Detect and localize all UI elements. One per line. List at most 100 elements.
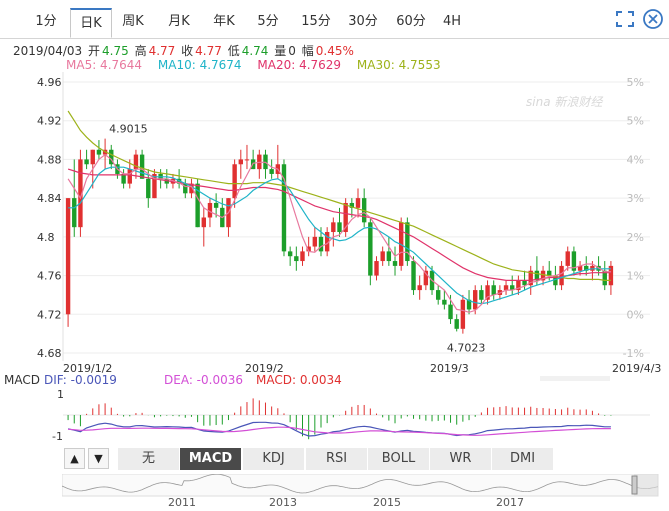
candle-body xyxy=(349,202,355,208)
candle-body xyxy=(435,290,441,300)
nav-year-label: 2017 xyxy=(496,496,524,508)
fullscreen-icon[interactable] xyxy=(616,11,634,27)
candle-body xyxy=(121,173,126,184)
candle-body xyxy=(547,270,552,276)
tab-1[interactable]: 日K xyxy=(70,8,112,38)
candle-body xyxy=(417,285,422,291)
candle-body xyxy=(65,198,71,315)
candle-body xyxy=(96,149,102,155)
close-icon[interactable] xyxy=(643,9,663,29)
candle-body xyxy=(189,183,194,194)
right-tick-label: 1% xyxy=(627,270,644,283)
tab-7[interactable]: 30分 xyxy=(348,14,378,29)
candle-body xyxy=(78,159,83,228)
candle-body xyxy=(201,217,206,228)
indicator-tab-boll[interactable]: BOLL xyxy=(368,448,430,470)
candle-body xyxy=(448,304,453,320)
indicator-tab-macd[interactable]: MACD xyxy=(180,448,242,470)
nav-track xyxy=(62,474,659,497)
candle-body xyxy=(479,290,484,300)
candle-body xyxy=(522,280,527,286)
indicator-tab-rsi[interactable]: RSI xyxy=(306,448,368,470)
candle-body xyxy=(423,270,429,286)
info-vol: 0 xyxy=(288,44,296,58)
candle-body xyxy=(442,299,447,305)
macd-info-3: MACD: 0.0034 xyxy=(256,373,342,387)
indicator-tab-dmi[interactable]: DMI xyxy=(492,448,554,470)
max-annotation: 4.9015 xyxy=(109,123,148,136)
tab-3[interactable]: 月K xyxy=(168,14,190,29)
ma5-line xyxy=(67,153,611,313)
right-tick-label: 5% xyxy=(627,115,644,128)
tab-8[interactable]: 60分 xyxy=(396,14,426,29)
indicator-tab-wr[interactable]: WR xyxy=(430,448,492,470)
range-navigator[interactable]: 2011 2013 2015 2017 xyxy=(62,474,662,508)
nav-selection xyxy=(634,474,658,496)
candle-body xyxy=(386,251,392,262)
candle-body xyxy=(337,222,342,233)
macd-info-1: DIF: -0.0019 xyxy=(44,373,117,387)
nav-year-label: 2011 xyxy=(168,496,196,508)
nav-sparkline xyxy=(62,474,659,494)
ma10-line xyxy=(68,166,611,305)
candle-body xyxy=(528,270,533,286)
y-tick-label: 4.8 xyxy=(37,231,55,244)
tab-4[interactable]: 年K xyxy=(213,14,235,29)
info-low: 4.74 xyxy=(241,44,269,58)
info-amp-label: 幅 xyxy=(301,44,314,58)
right-tick-label: 2% xyxy=(627,231,644,244)
macd-axis-label: 1 xyxy=(57,388,64,401)
info-close: 4.77 xyxy=(195,44,222,58)
candle-body xyxy=(195,183,200,228)
candle-body xyxy=(281,164,287,252)
y-tick-label: 4.76 xyxy=(37,270,62,283)
info-open-label: 开 xyxy=(88,44,101,58)
candle-body xyxy=(355,198,361,208)
tab-2[interactable]: 周K xyxy=(122,14,144,29)
indicator-bar: ▲ ▼ 无 MACD KDJ RSI BOLL WR DMI xyxy=(64,448,652,470)
nav-year-label: 2013 xyxy=(269,496,297,508)
right-tick-label: 5% xyxy=(627,76,644,89)
candle-body xyxy=(565,251,570,266)
candle-body xyxy=(584,265,589,271)
tab-9[interactable]: 4H xyxy=(442,14,462,29)
candle-body xyxy=(294,256,299,262)
candle-body xyxy=(300,251,305,262)
candle-body xyxy=(90,149,95,165)
candle-body xyxy=(343,202,348,233)
tab-0[interactable]: 1分 xyxy=(35,14,57,29)
scroll-down-button[interactable]: ▼ xyxy=(88,448,109,469)
kline-chart[interactable]: 4.96 4.92 4.88 4.84 4.8 4.76 4.72 4.68 5% 5% 4% 3% 2… xyxy=(0,70,669,446)
ma-legend: MA5: 4.7644 MA10: 4.7674 MA20: 4.7629 MA… xyxy=(66,58,453,72)
macd-scroll-track xyxy=(540,376,610,381)
candle-body xyxy=(318,236,324,252)
tab-5[interactable]: 5分 xyxy=(257,14,279,29)
candle-body xyxy=(534,270,540,281)
info-low-label: 低 xyxy=(227,44,240,58)
indicator-tab-kdj[interactable]: KDJ xyxy=(243,448,305,470)
y-tick-label: 4.84 xyxy=(37,192,62,205)
candle-body xyxy=(392,261,398,266)
candle-body xyxy=(244,159,250,161)
info-vol-label: 量 xyxy=(274,44,287,58)
candle-body xyxy=(491,285,496,295)
candle-body xyxy=(368,222,373,276)
candle-body xyxy=(473,290,478,310)
candle-body xyxy=(466,299,472,310)
ma30-line xyxy=(67,110,611,281)
candle-body xyxy=(139,154,145,179)
indicator-tab-无[interactable]: 无 xyxy=(118,448,180,470)
right-tick-label: 4% xyxy=(627,153,644,166)
candle-body xyxy=(84,159,89,165)
candle-body xyxy=(152,173,157,199)
info-high: 4.77 xyxy=(148,44,176,58)
sina-watermark: sina 新浪财经 xyxy=(526,95,604,109)
macd-info-0: MACD xyxy=(4,373,40,387)
tab-6[interactable]: 15分 xyxy=(301,14,331,29)
candle-body xyxy=(133,154,139,170)
dif-line xyxy=(67,421,611,437)
scroll-up-button[interactable]: ▲ xyxy=(64,448,85,469)
candle-body xyxy=(213,202,219,208)
ma10-label: MA10: 4.7674 xyxy=(157,58,242,72)
